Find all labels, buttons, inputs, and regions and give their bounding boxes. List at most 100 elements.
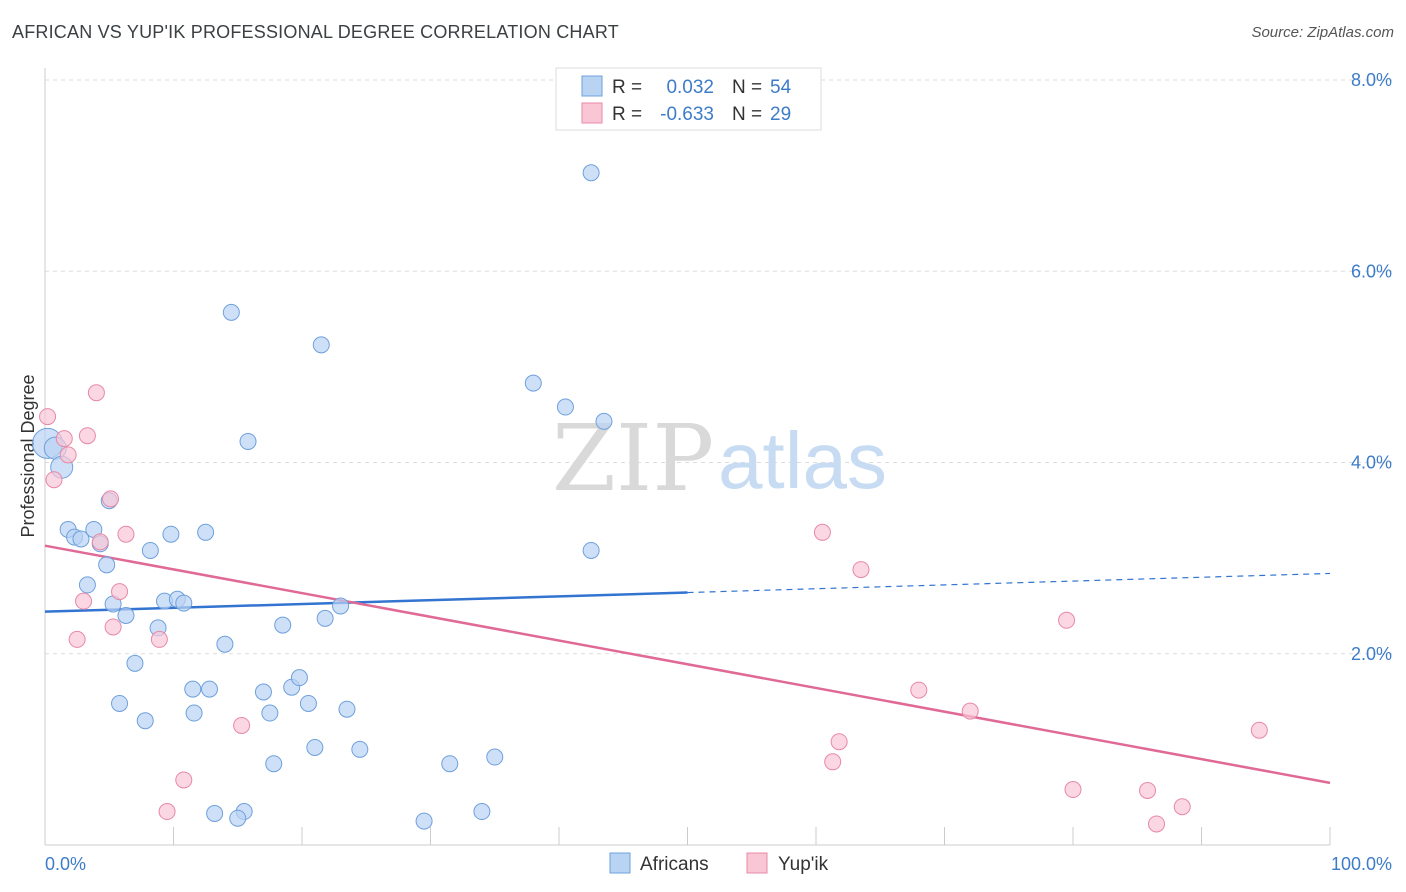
point-yupik <box>102 490 120 508</box>
point-yupik <box>961 702 979 720</box>
point-africans <box>98 556 116 574</box>
point-yupik <box>78 427 96 445</box>
point-yupik <box>1173 798 1191 816</box>
point-africans <box>316 609 334 627</box>
point-africans <box>126 654 144 672</box>
point-yupik <box>104 618 122 636</box>
point-africans <box>206 804 224 822</box>
point-africans <box>141 541 159 559</box>
point-africans <box>595 412 613 430</box>
point-yupik <box>1139 781 1157 799</box>
legend-n-value: 29 <box>770 104 791 125</box>
legend-r-value: 0.032 <box>666 77 714 98</box>
point-africans <box>312 336 330 354</box>
point-yupik <box>830 733 848 751</box>
point-yupik <box>59 446 77 464</box>
point-africans <box>441 755 459 773</box>
legend-r-label: R = <box>612 77 642 98</box>
point-africans <box>197 523 215 541</box>
point-africans <box>200 680 218 698</box>
point-africans <box>254 683 272 701</box>
trend-line-africans-extrapolated <box>687 572 1331 594</box>
point-yupik <box>87 384 105 402</box>
point-africans <box>162 525 180 543</box>
watermark-atlas: atlas <box>718 416 887 505</box>
point-africans <box>290 669 308 687</box>
trend-lines <box>44 544 1331 785</box>
x-tick-labels: 0.0% 100.0% <box>45 854 1392 874</box>
point-yupik <box>233 716 251 734</box>
trend-line-yupik <box>44 544 1331 785</box>
point-yupik <box>852 561 870 579</box>
point-africans <box>239 432 257 450</box>
point-yupik <box>1250 721 1268 739</box>
point-africans <box>299 694 317 712</box>
point-africans <box>175 594 193 612</box>
point-africans <box>415 812 433 830</box>
point-africans <box>306 738 324 756</box>
data-points <box>32 164 1268 833</box>
chart-title: AFRICAN VS YUP'IK PROFESSIONAL DEGREE CO… <box>12 22 619 42</box>
legend-n-value: 54 <box>770 77 792 98</box>
y-tick-label: 8.0% <box>1351 70 1392 90</box>
watermark-zip: ZIP <box>552 405 714 512</box>
point-yupik <box>150 630 168 648</box>
y-axis-title: Professional Degree <box>18 374 38 537</box>
point-africans <box>351 740 369 758</box>
point-africans <box>274 616 292 634</box>
point-africans <box>338 700 356 718</box>
point-africans <box>72 530 90 548</box>
point-africans <box>556 398 574 416</box>
legend-n-label: N = <box>732 104 762 125</box>
grid-lines <box>45 79 1392 655</box>
series-legend: Africans Yup'ik <box>609 852 829 875</box>
point-africans <box>261 704 279 722</box>
point-africans <box>111 694 129 712</box>
point-yupik <box>910 681 928 699</box>
point-africans <box>229 809 247 827</box>
series-legend-swatch-yupik <box>746 852 768 874</box>
point-yupik <box>175 771 193 789</box>
point-africans <box>486 748 504 766</box>
point-yupik <box>45 471 63 489</box>
point-africans <box>216 635 234 653</box>
watermark: ZIP atlas <box>552 405 887 512</box>
point-yupik <box>117 525 135 543</box>
trend-line-africans <box>44 591 688 613</box>
legend-r-label: R = <box>612 104 642 125</box>
point-yupik <box>1058 611 1076 629</box>
y-tick-label: 4.0% <box>1351 453 1392 473</box>
y-tick-label: 2.0% <box>1351 644 1392 664</box>
legend-n-label: N = <box>732 77 762 98</box>
point-africans <box>222 303 240 321</box>
legend-swatch-yupik <box>581 102 603 124</box>
point-africans <box>265 755 283 773</box>
y-tick-labels: 2.0% 4.0% 6.0% 8.0% <box>1351 70 1392 664</box>
series-legend-swatch-africans <box>609 852 631 874</box>
point-africans <box>184 680 202 698</box>
point-yupik <box>68 630 86 648</box>
point-africans <box>117 607 135 624</box>
point-africans <box>78 576 96 594</box>
point-yupik <box>158 803 176 821</box>
legend-swatch-africans <box>581 75 603 97</box>
point-africans <box>185 704 203 722</box>
stats-legend: R = 0.032 N = 54 R = -0.633 N = 29 <box>555 67 822 131</box>
series-legend-label-yupik: Yup'ik <box>778 854 829 875</box>
point-yupik <box>1148 815 1166 833</box>
point-africans <box>524 374 542 392</box>
point-yupik <box>824 753 842 771</box>
point-yupik <box>1064 781 1082 799</box>
point-africans <box>136 712 154 730</box>
point-yupik <box>91 533 109 551</box>
legend-r-value: -0.633 <box>660 104 714 125</box>
point-yupik <box>39 408 57 426</box>
point-africans <box>582 164 600 182</box>
x-tick-label: 100.0% <box>1331 854 1392 874</box>
point-africans <box>332 597 350 615</box>
point-africans <box>582 541 600 559</box>
series-legend-label-africans: Africans <box>640 854 709 875</box>
point-yupik <box>111 583 129 601</box>
x-tick-label: 0.0% <box>45 854 86 874</box>
